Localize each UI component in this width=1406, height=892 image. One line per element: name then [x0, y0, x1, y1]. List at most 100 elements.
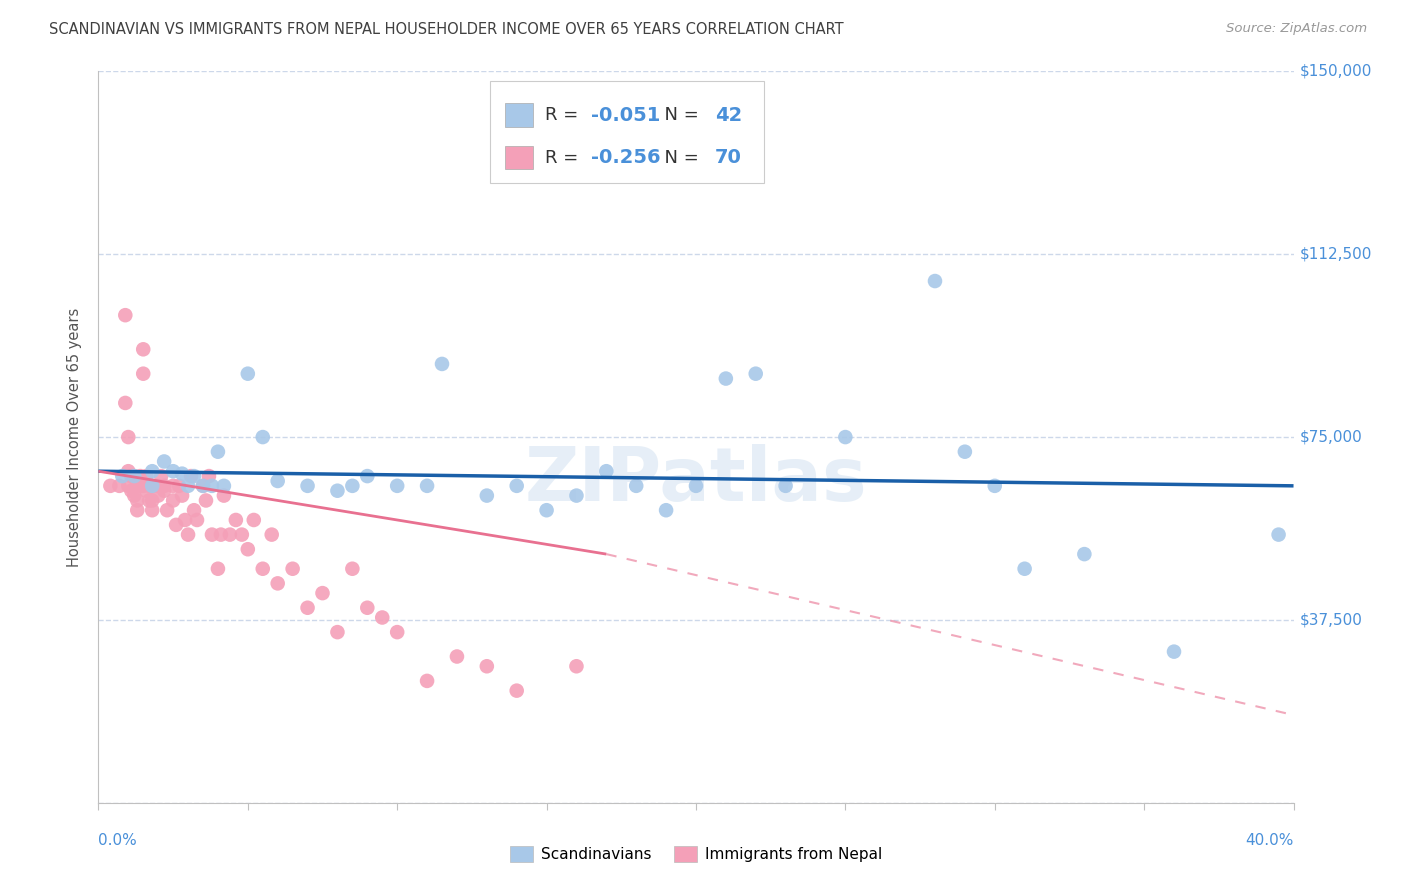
Point [342, 562, 364, 576]
Text: N =: N = [652, 106, 704, 124]
Point [143, 479, 166, 493]
Legend: Scandinavians, Immigrants from Nepal: Scandinavians, Immigrants from Nepal [503, 840, 889, 868]
Text: -0.051: -0.051 [591, 105, 661, 125]
Point [124, 469, 146, 483]
Point [1267, 527, 1289, 541]
Point [475, 659, 498, 673]
Point [834, 430, 856, 444]
Point [326, 483, 349, 498]
Point [595, 464, 617, 478]
Point [162, 479, 184, 493]
Point [385, 625, 409, 640]
Text: SCANDINAVIAN VS IMMIGRANTS FROM NEPAL HOUSEHOLDER INCOME OVER 65 YEARS CORRELATI: SCANDINAVIAN VS IMMIGRANTS FROM NEPAL HO… [49, 22, 844, 37]
Point [260, 527, 283, 541]
Text: $150,000: $150,000 [1299, 64, 1372, 78]
Point [225, 513, 247, 527]
Point [153, 479, 176, 493]
Point [714, 371, 737, 385]
Point [243, 513, 266, 527]
Point [311, 586, 333, 600]
Point [141, 493, 163, 508]
Point [953, 444, 976, 458]
Point [267, 474, 290, 488]
Point [626, 479, 648, 493]
Point [1014, 562, 1036, 576]
Text: 42: 42 [716, 105, 742, 125]
Point [506, 683, 529, 698]
Point [775, 479, 797, 493]
Point [172, 467, 194, 481]
Point [655, 503, 678, 517]
Point [117, 464, 139, 478]
Point [195, 493, 218, 508]
Point [138, 479, 160, 493]
Point [127, 479, 149, 493]
Text: N =: N = [652, 149, 704, 167]
Point [129, 469, 152, 483]
Point [1073, 547, 1095, 561]
Point [446, 649, 468, 664]
Text: 0.0%: 0.0% [98, 833, 138, 848]
Point [141, 464, 163, 478]
Point [127, 503, 149, 517]
Point [207, 562, 229, 576]
Point [162, 493, 184, 508]
Point [212, 479, 235, 493]
Point [371, 610, 394, 624]
Point [326, 625, 349, 640]
Point [236, 542, 259, 557]
Point [191, 479, 214, 493]
Text: $112,500: $112,500 [1299, 247, 1372, 261]
Point [135, 469, 157, 483]
Point [297, 600, 319, 615]
Point [148, 479, 170, 493]
Point [148, 489, 170, 503]
Text: Source: ZipAtlas.com: Source: ZipAtlas.com [1226, 22, 1367, 36]
Point [156, 503, 179, 517]
FancyBboxPatch shape [491, 81, 763, 183]
Point [177, 527, 200, 541]
Point [356, 600, 378, 615]
Point [252, 430, 274, 444]
Point [430, 357, 453, 371]
Text: R =: R = [546, 149, 585, 167]
Point [342, 479, 364, 493]
Point [506, 479, 529, 493]
Point [198, 469, 221, 483]
Point [132, 343, 155, 357]
Point [150, 469, 173, 483]
Point [201, 479, 224, 493]
Point [209, 527, 232, 541]
Point [186, 513, 208, 527]
Point [138, 493, 160, 508]
Point [924, 274, 946, 288]
Point [236, 367, 259, 381]
Point [231, 527, 253, 541]
Point [135, 483, 157, 498]
Point [111, 469, 134, 483]
Point [212, 489, 235, 503]
Point [745, 367, 768, 381]
Point [183, 469, 205, 483]
Point [162, 464, 184, 478]
Point [117, 479, 139, 493]
Point [153, 483, 176, 498]
Text: $75,000: $75,000 [1299, 430, 1362, 444]
Point [172, 489, 194, 503]
Point [356, 469, 378, 483]
FancyBboxPatch shape [505, 103, 533, 127]
Point [117, 430, 139, 444]
Point [120, 469, 142, 483]
Point [141, 479, 163, 493]
Point [685, 479, 707, 493]
Text: 70: 70 [716, 148, 742, 167]
Point [297, 479, 319, 493]
Point [177, 479, 200, 493]
Text: -0.256: -0.256 [591, 148, 661, 167]
Point [141, 503, 163, 517]
Point [129, 479, 152, 493]
FancyBboxPatch shape [505, 145, 533, 169]
Point [191, 479, 214, 493]
Point [165, 517, 187, 532]
Point [416, 479, 439, 493]
